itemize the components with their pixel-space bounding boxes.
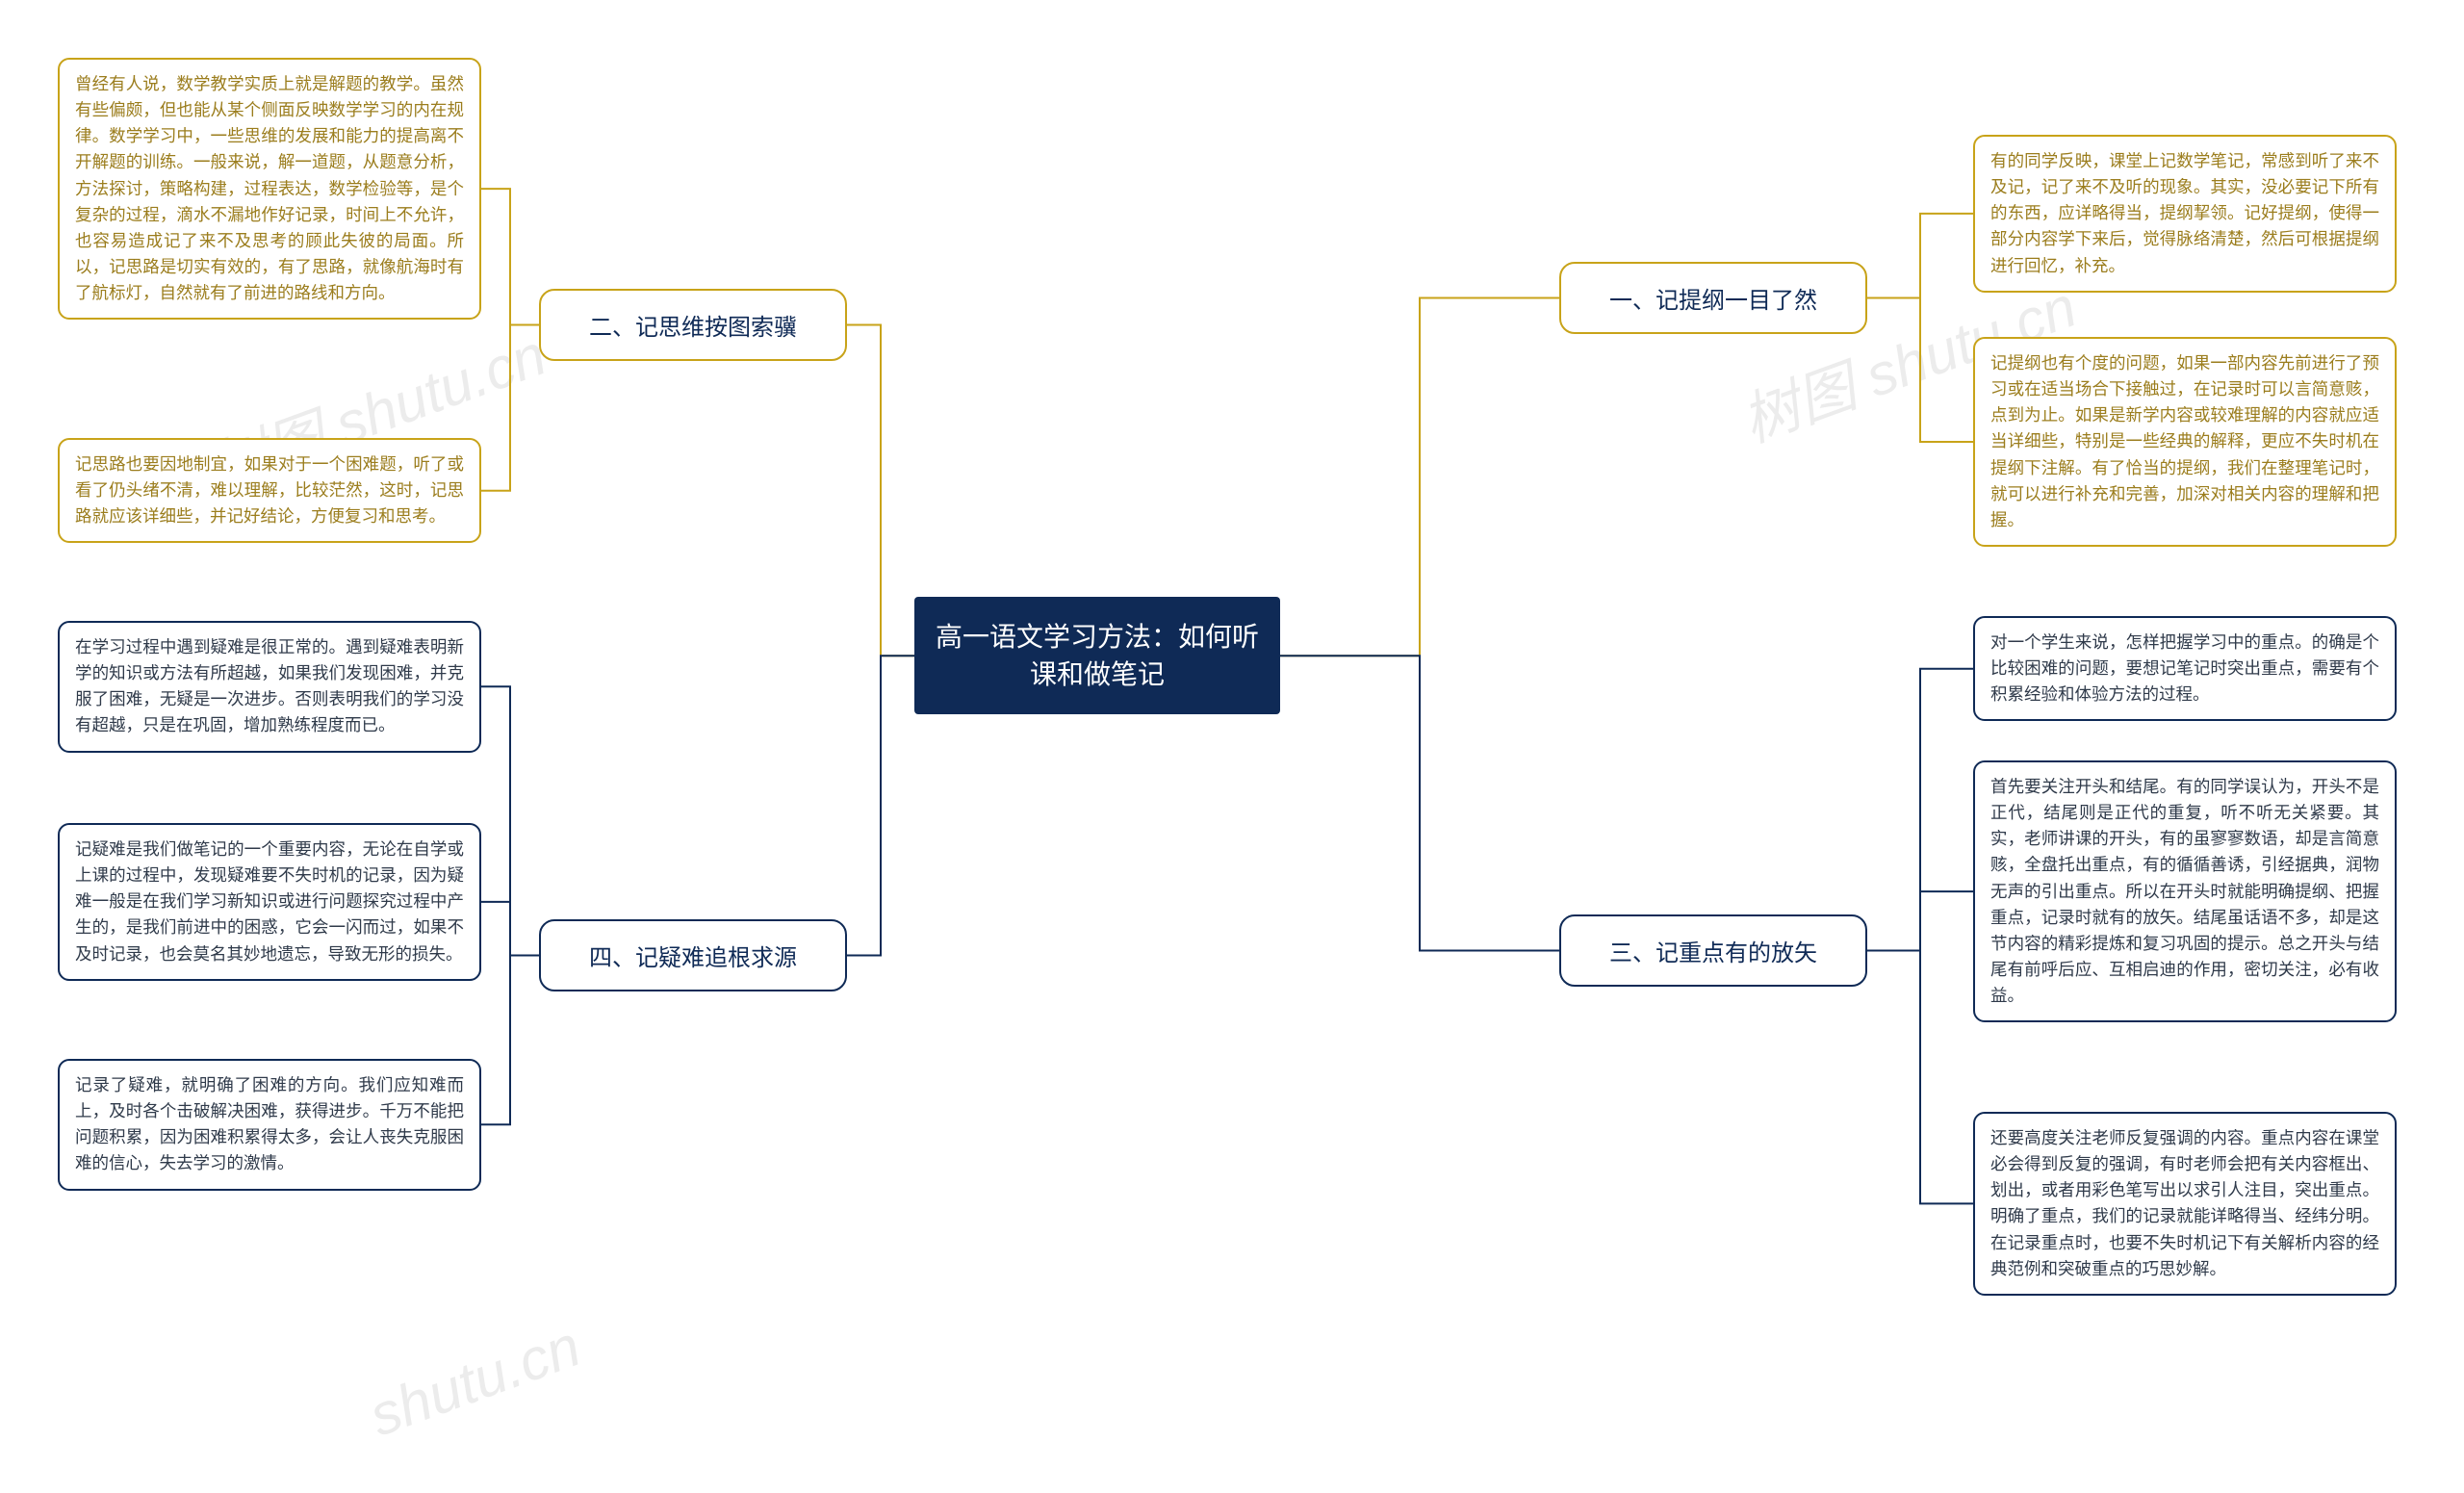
leaf-node: 有的同学反映，课堂上记数学笔记，常感到听了来不及记，记了来不及听的现象。其实，没…: [1973, 135, 2397, 293]
center-node: 高一语文学习方法：如何听课和做笔记: [914, 597, 1280, 714]
tier1-node-b2: 二、记思维按图索骥: [539, 289, 847, 361]
leaf-node: 记录了疑难，就明确了困难的方向。我们应知难而上，及时各个击破解决困难，获得进步。…: [58, 1059, 481, 1191]
leaf-node: 在学习过程中遇到疑难是很正常的。遇到疑难表明新学的知识或方法有所超越，如果我们发…: [58, 621, 481, 753]
leaf-node: 对一个学生来说，怎样把握学习中的重点。的确是个比较困难的问题，要想记笔记时突出重…: [1973, 616, 2397, 721]
tier1-node-b4: 四、记疑难追根求源: [539, 919, 847, 991]
watermark: shutu.cn: [361, 1312, 589, 1449]
leaf-node: 首先要关注开头和结尾。有的同学误认为，开头不是正代，结尾则是正代的重复，听不听无…: [1973, 760, 2397, 1022]
tier1-node-b3: 三、记重点有的放矢: [1559, 914, 1867, 987]
tier1-node-b1: 一、记提纲一目了然: [1559, 262, 1867, 334]
leaf-node: 记疑难是我们做笔记的一个重要内容，无论在自学或上课的过程中，发现疑难要不失时机的…: [58, 823, 481, 981]
leaf-node: 记思路也要因地制宜，如果对于一个困难题，听了或看了仍头绪不清，难以理解，比较茫然…: [58, 438, 481, 543]
leaf-node: 曾经有人说，数学教学实质上就是解题的教学。虽然有些偏颇，但也能从某个侧面反映数学…: [58, 58, 481, 320]
leaf-node: 还要高度关注老师反复强调的内容。重点内容在课堂必会得到反复的强调，有时老师会把有…: [1973, 1112, 2397, 1296]
leaf-node: 记提纲也有个度的问题，如果一部内容先前进行了预习或在适当场合下接触过，在记录时可…: [1973, 337, 2397, 547]
